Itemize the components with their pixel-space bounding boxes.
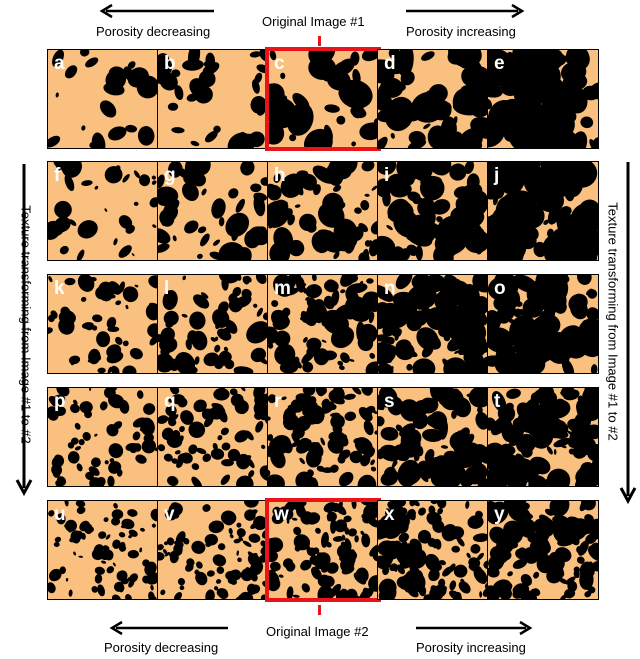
texture-tile-h: h xyxy=(267,161,379,261)
bottom-right-arrow-label: Porosity increasing xyxy=(416,640,526,655)
texture-tile-g: g xyxy=(157,161,269,261)
tile-letter-r: r xyxy=(274,391,282,412)
texture-image xyxy=(158,162,268,260)
texture-image xyxy=(488,162,598,260)
tile-letter-p: p xyxy=(54,391,66,412)
texture-tile-t: t xyxy=(487,387,599,487)
tile-letter-t: t xyxy=(494,391,501,412)
top-right-arrow-label: Porosity increasing xyxy=(406,24,516,39)
top-center-label: Original Image #1 xyxy=(262,14,365,29)
bottom-left-arrow-label: Porosity decreasing xyxy=(104,640,219,655)
texture-image xyxy=(378,50,488,148)
tile-letter-s: s xyxy=(384,391,395,412)
tile-letter-h: h xyxy=(274,165,286,186)
texture-tile-s: s xyxy=(377,387,489,487)
texture-tile-q: q xyxy=(157,387,269,487)
texture-tile-j: j xyxy=(487,161,599,261)
texture-tile-l: l xyxy=(157,274,269,374)
texture-tile-m: m xyxy=(267,274,379,374)
tile-letter-x: x xyxy=(384,504,395,525)
top-right-arrow xyxy=(406,3,525,19)
texture-image xyxy=(158,275,268,373)
texture-tile-p: p xyxy=(47,387,159,487)
texture-tile-c: c xyxy=(267,49,379,149)
bottom-center-label: Original Image #2 xyxy=(266,624,369,639)
right-down-arrow xyxy=(619,162,637,504)
texture-image xyxy=(48,275,158,373)
bottom-red-connector xyxy=(318,605,321,615)
texture-image xyxy=(268,162,378,260)
tile-letter-o: o xyxy=(494,278,506,299)
texture-image xyxy=(268,501,378,599)
texture-image xyxy=(268,275,378,373)
texture-image xyxy=(488,388,598,486)
bottom-left-arrow xyxy=(109,620,228,636)
left-down-arrow xyxy=(15,164,33,497)
texture-tile-v: v xyxy=(157,500,269,600)
tile-letter-n: n xyxy=(384,278,396,299)
texture-tile-i: i xyxy=(377,161,489,261)
tile-letter-c: c xyxy=(274,53,285,74)
texture-image xyxy=(158,50,268,148)
tile-letter-v: v xyxy=(164,504,175,525)
texture-image xyxy=(378,275,488,373)
tile-letter-f: f xyxy=(54,165,61,186)
tile-letter-d: d xyxy=(384,53,396,74)
tile-letter-m: m xyxy=(274,278,291,299)
tile-letter-a: a xyxy=(54,53,65,74)
tile-letter-g: g xyxy=(164,165,176,186)
right-side-label: Texture transforming from Image #1 to #2 xyxy=(605,202,621,441)
texture-tile-o: o xyxy=(487,274,599,374)
texture-image xyxy=(268,388,378,486)
texture-tile-x: x xyxy=(377,500,489,600)
texture-tile-b: b xyxy=(157,49,269,149)
texture-tile-a: a xyxy=(47,49,159,149)
tile-letter-b: b xyxy=(164,53,176,74)
tile-letter-k: k xyxy=(54,278,65,299)
tile-letter-j: j xyxy=(494,165,500,186)
texture-image xyxy=(488,50,598,148)
top-left-arrow-label: Porosity decreasing xyxy=(96,24,211,39)
tile-letter-e: e xyxy=(494,53,505,74)
top-red-connector xyxy=(318,36,321,46)
tile-letter-u: u xyxy=(54,504,66,525)
texture-image xyxy=(48,388,158,486)
bottom-right-arrow xyxy=(416,620,533,636)
texture-image xyxy=(48,162,158,260)
texture-tile-n: n xyxy=(377,274,489,374)
tile-letter-i: i xyxy=(384,165,390,186)
texture-tile-d: d xyxy=(377,49,489,149)
texture-tile-e: e xyxy=(487,49,599,149)
top-left-arrow xyxy=(99,3,214,19)
texture-tile-f: f xyxy=(47,161,159,261)
texture-tile-y: y xyxy=(487,500,599,600)
texture-image xyxy=(378,501,488,599)
texture-image xyxy=(488,275,598,373)
tile-letter-w: w xyxy=(274,504,289,525)
tile-letter-q: q xyxy=(164,391,176,412)
texture-tile-u: u xyxy=(47,500,159,600)
texture-image xyxy=(378,162,488,260)
texture-image xyxy=(48,501,158,599)
tile-letter-y: y xyxy=(494,504,505,525)
texture-image xyxy=(48,50,158,148)
texture-image xyxy=(158,501,268,599)
texture-tile-k: k xyxy=(47,274,159,374)
texture-image xyxy=(488,501,598,599)
tile-letter-l: l xyxy=(164,278,170,299)
texture-tile-w: w xyxy=(267,500,379,600)
texture-tile-r: r xyxy=(267,387,379,487)
left-side-label: Texture transforming from Image #1 to #2 xyxy=(18,205,34,444)
texture-image xyxy=(158,388,268,486)
